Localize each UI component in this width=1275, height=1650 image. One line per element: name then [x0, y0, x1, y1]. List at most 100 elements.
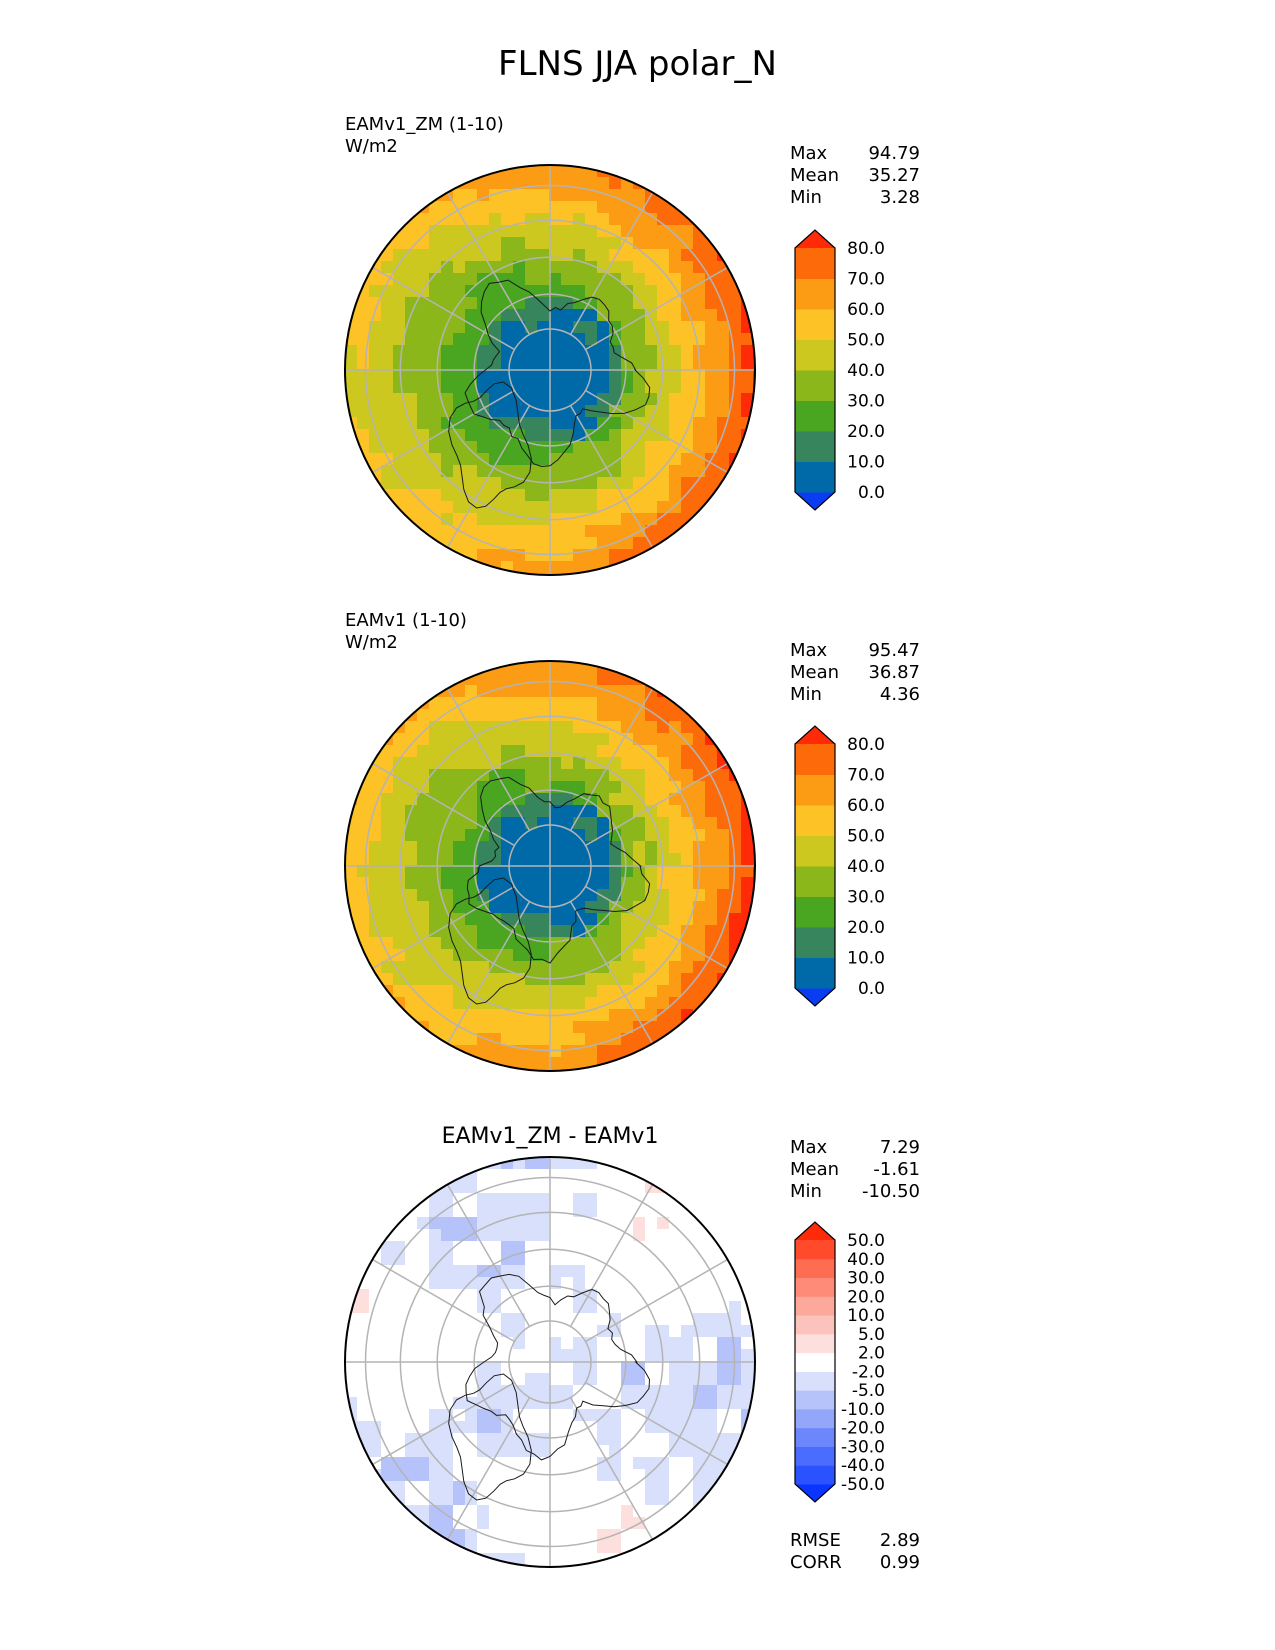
field-cell [453, 1529, 466, 1542]
field-cell [621, 685, 634, 698]
field-cell [453, 393, 466, 406]
field-cell [621, 745, 634, 758]
field-cell [717, 333, 730, 346]
field-cell [513, 1021, 526, 1034]
field-cell [645, 841, 658, 854]
field-cell [633, 901, 646, 914]
field-cell [597, 201, 610, 214]
field-cell [693, 477, 706, 490]
colorbar-segment [795, 1240, 835, 1260]
field-cell [549, 309, 562, 322]
field-cell [609, 853, 622, 866]
field-cell [489, 1337, 502, 1350]
field-cell [489, 1009, 502, 1022]
panel-2-map [344, 660, 756, 1072]
field-cell [441, 429, 454, 442]
field-cell [513, 237, 526, 250]
field-cell [693, 757, 706, 770]
field-cell [657, 405, 670, 418]
field-cell [585, 1069, 598, 1071]
field-cell [717, 829, 730, 842]
field-cell [717, 441, 730, 454]
field-cell [585, 1385, 598, 1398]
field-cell [693, 417, 706, 430]
field-cell [477, 525, 490, 538]
field-cell [453, 841, 466, 854]
field-cell [693, 453, 706, 466]
field-cell [429, 1481, 442, 1494]
field-cell [597, 1517, 610, 1530]
field-cell [669, 321, 682, 334]
colorbar-segment [795, 1465, 835, 1485]
field-cell [525, 877, 538, 890]
field-cell [393, 1289, 406, 1302]
field-cell [405, 973, 418, 986]
field-cell [549, 165, 562, 178]
field-cell [465, 1289, 478, 1302]
field-cell [513, 721, 526, 734]
field-cell [621, 1505, 634, 1518]
field-cell [633, 1325, 646, 1338]
field-cell [417, 865, 430, 878]
field-cell [477, 177, 490, 190]
field-cell [381, 745, 394, 758]
field-cell [417, 1009, 430, 1022]
field-cell [549, 685, 562, 698]
field-cell [717, 1373, 730, 1386]
field-cell [465, 285, 478, 298]
field-cell [537, 721, 550, 734]
field-cell [657, 1493, 670, 1506]
field-cell [537, 1349, 550, 1362]
field-cell [597, 757, 610, 770]
field-cell [537, 213, 550, 226]
field-cell [729, 865, 742, 878]
colorbar-extend-min [795, 1484, 835, 1502]
field-cell [381, 405, 394, 418]
field-cell [609, 1493, 622, 1506]
field-cell [441, 261, 454, 274]
field-cell [609, 1409, 622, 1422]
field-cell [561, 673, 574, 686]
field-cell [549, 661, 562, 674]
field-cell [585, 1229, 598, 1242]
field-cell [549, 877, 562, 890]
field-cell [621, 889, 634, 902]
field-cell [585, 793, 598, 806]
field-cell [477, 877, 490, 890]
field-cell [669, 489, 682, 502]
field-cell [465, 1433, 478, 1446]
field-cell [381, 1409, 394, 1422]
field-cell [513, 333, 526, 346]
field-cell [441, 877, 454, 890]
field-cell [393, 1421, 406, 1434]
field-cell [441, 1289, 454, 1302]
field-cell [573, 453, 586, 466]
field-cell [513, 1277, 526, 1290]
field-cell [393, 429, 406, 442]
field-cell [477, 417, 490, 430]
field-cell [609, 1289, 622, 1302]
field-cell [633, 453, 646, 466]
field-cell [729, 1421, 742, 1434]
field-cell [525, 1181, 538, 1194]
field-cell [429, 1397, 442, 1410]
field-cell [621, 961, 634, 974]
field-cell [693, 1481, 706, 1494]
field-cell [537, 1193, 550, 1206]
field-cell [657, 441, 670, 454]
field-cell [657, 745, 670, 758]
field-cell [489, 213, 502, 226]
field-cell [657, 1469, 670, 1482]
field-cell [609, 1373, 622, 1386]
field-cell [489, 1229, 502, 1242]
field-cell [633, 429, 646, 442]
field-cell [345, 1337, 358, 1350]
field-cell [705, 393, 718, 406]
field-cell [645, 177, 658, 190]
field-cell [681, 273, 694, 286]
field-cell [345, 877, 358, 890]
field-cell [669, 805, 682, 818]
field-cell [621, 1349, 634, 1362]
field-cell [657, 1021, 670, 1034]
field-cell [681, 201, 694, 214]
